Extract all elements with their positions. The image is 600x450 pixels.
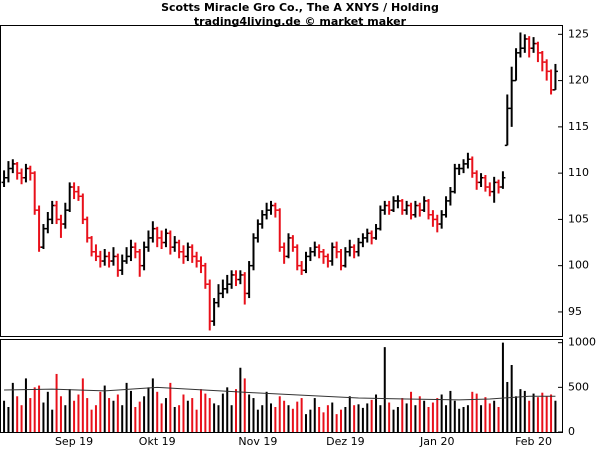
volume-average	[4, 386, 556, 401]
volume-tick-label: 0	[568, 425, 575, 438]
price-panel	[0, 25, 563, 337]
x-tick-label: Dez 19	[326, 435, 365, 448]
volume-panel	[0, 339, 563, 433]
x-tick-label: Sep 19	[55, 435, 93, 448]
x-tick-label: Feb 20	[515, 435, 552, 448]
y-tick-label: 110	[568, 166, 589, 179]
y-tick-label: 95	[568, 305, 582, 318]
x-tick-label: Nov 19	[238, 435, 277, 448]
x-tick-label: Okt 19	[139, 435, 176, 448]
volume-tick-label: 500	[568, 380, 589, 393]
y-tick-label: 100	[568, 259, 589, 272]
y-tick-label: 115	[568, 120, 589, 133]
volume-tick-label: 1000	[568, 336, 596, 349]
y-tick-label: 105	[568, 212, 589, 225]
chart-subtitle: trading4living.de © market maker	[194, 15, 407, 28]
chart-title: Scotts Miracle Gro Co., The A XNYS / Hol…	[161, 1, 439, 14]
x-tick-label: Jan 20	[419, 435, 454, 448]
y-tick-label: 125	[568, 27, 589, 40]
y-tick-label: 120	[568, 74, 589, 87]
